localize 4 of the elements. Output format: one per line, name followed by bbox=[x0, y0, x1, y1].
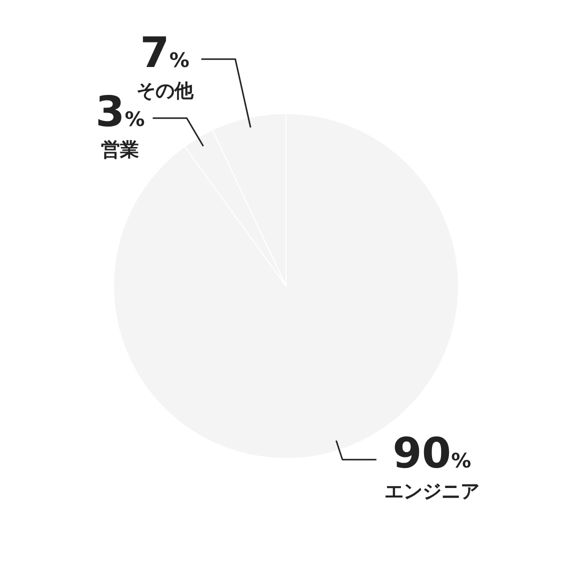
data-label: 7% bbox=[140, 28, 190, 78]
data-label: 90% bbox=[392, 428, 472, 478]
slice-label: エンジニア bbox=[384, 480, 480, 503]
slice-label: 営業 bbox=[101, 139, 140, 162]
